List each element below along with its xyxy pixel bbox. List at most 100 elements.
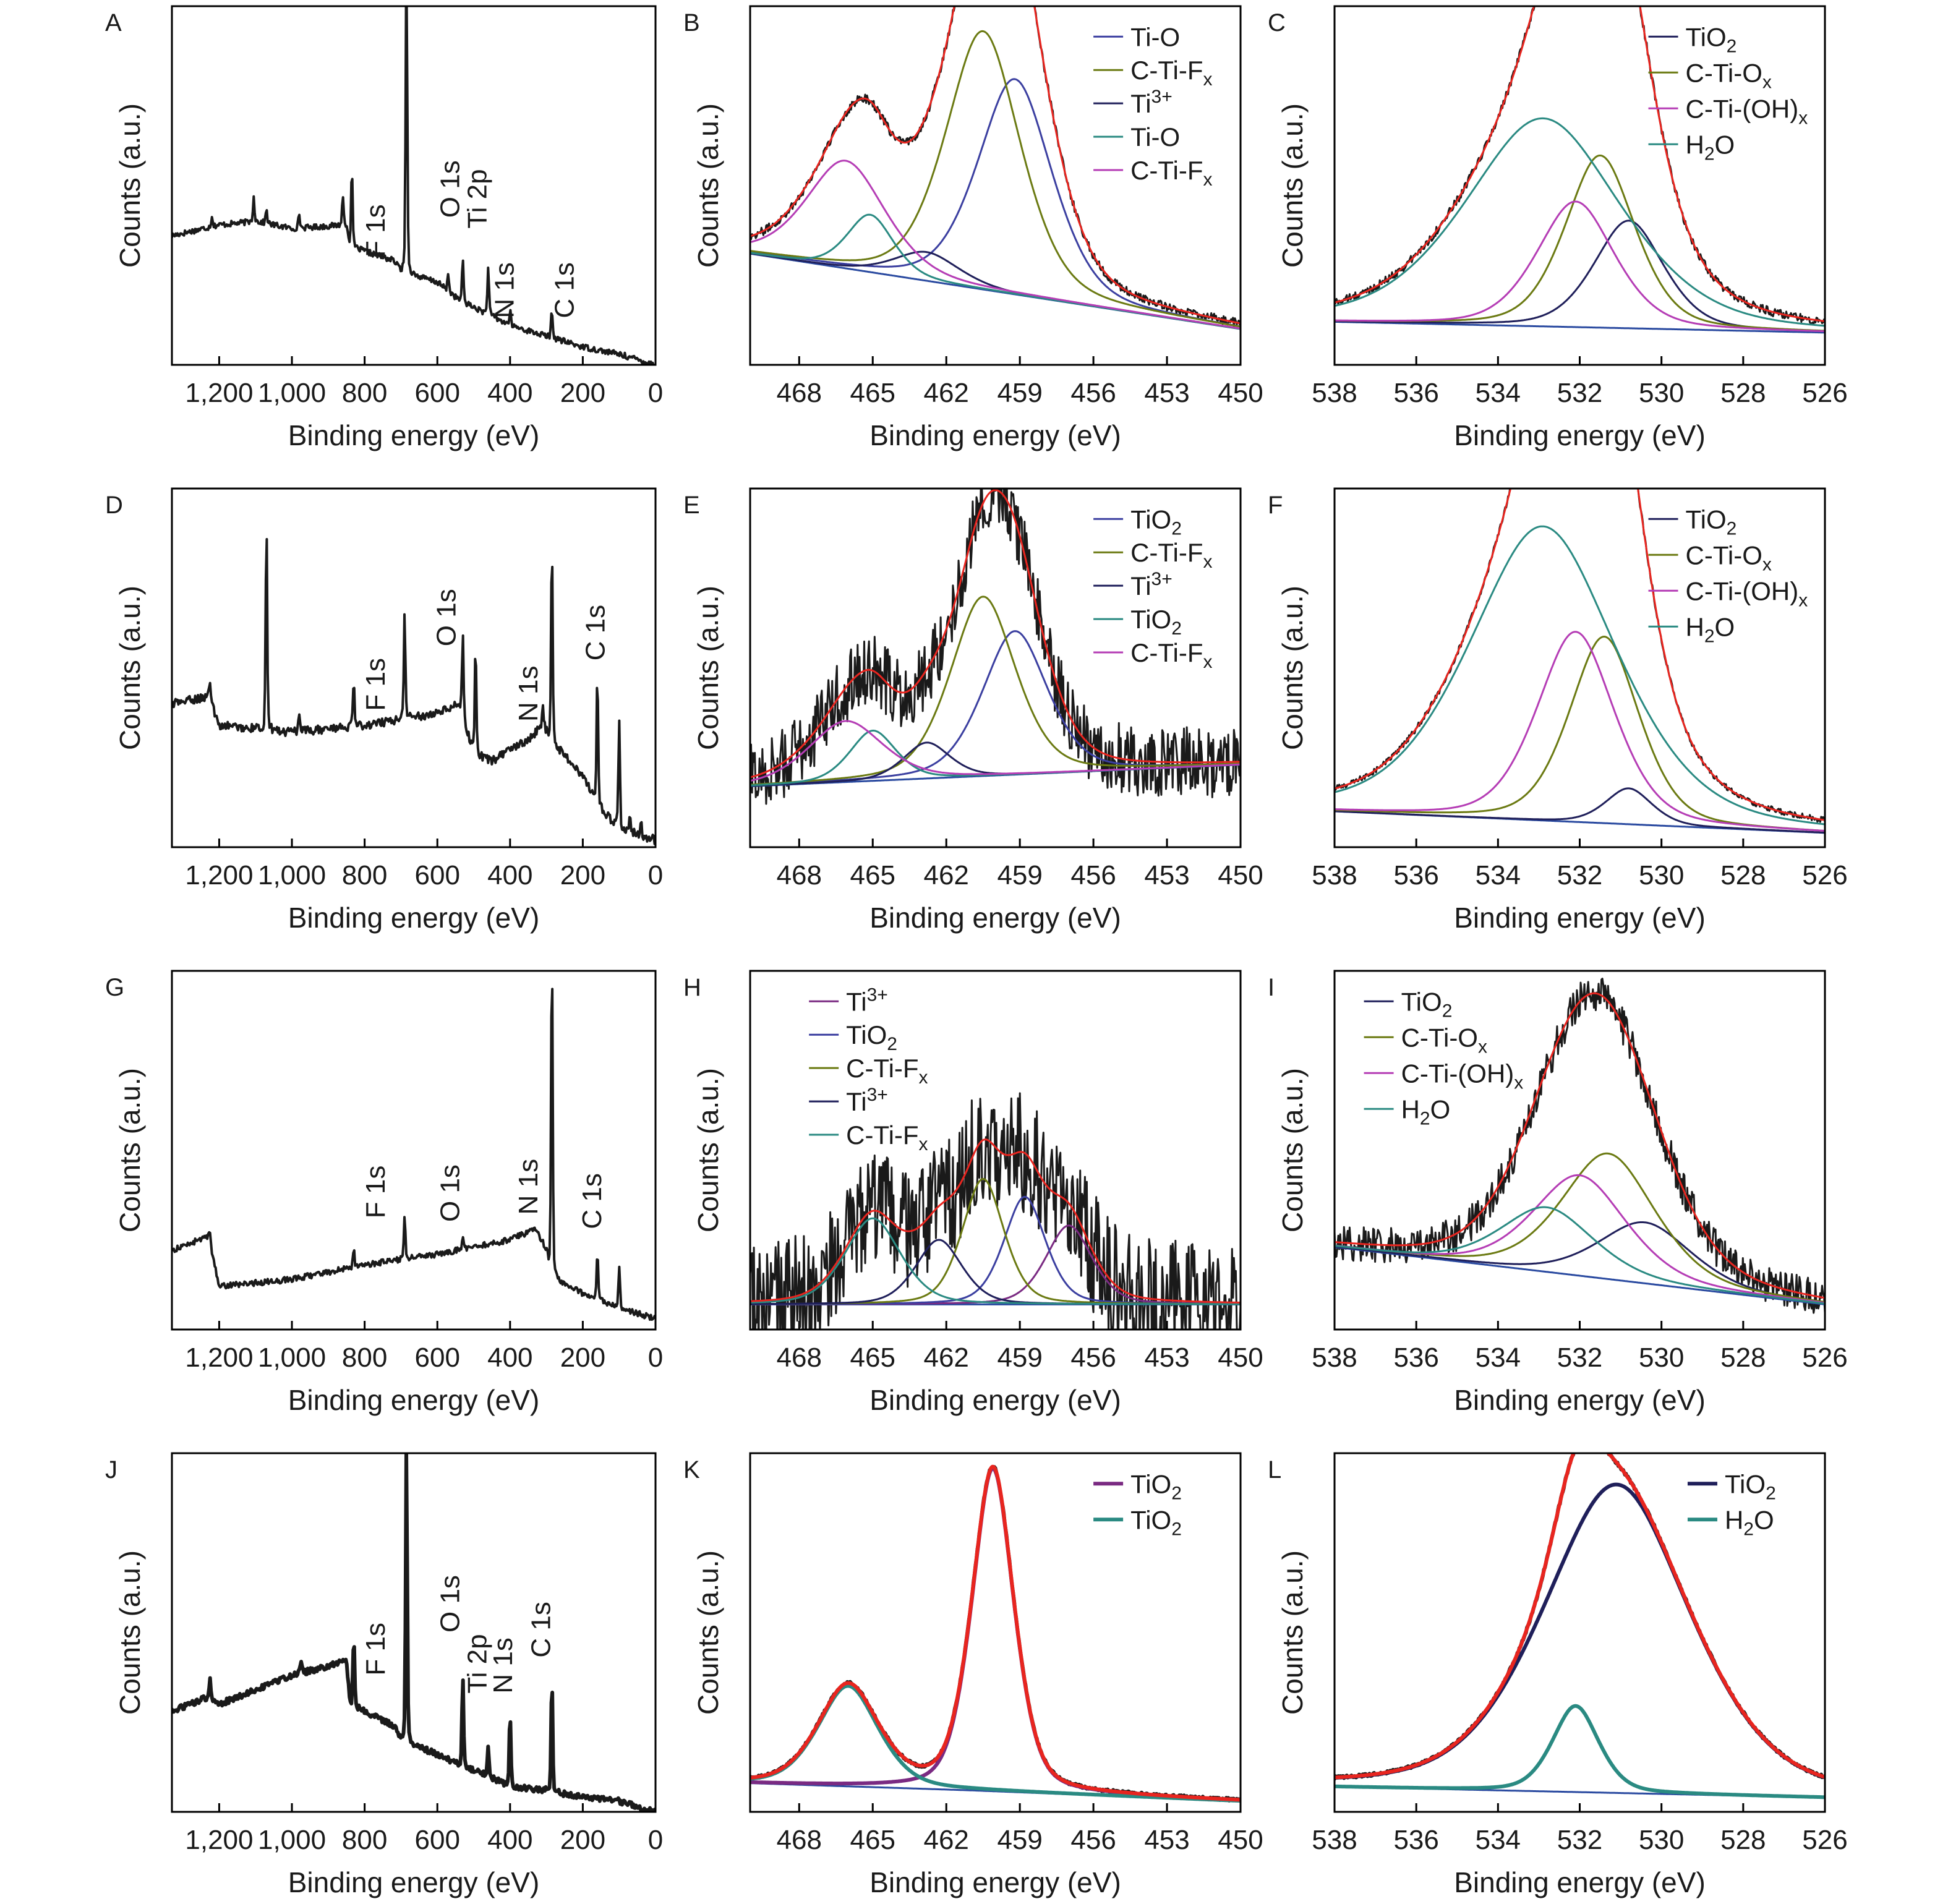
legend-label: C-Ti-Fx​: [846, 1054, 928, 1088]
plot-area: [1335, 6, 1825, 334]
panel-F: F Counts (a.u.) Binding energy (eV) 538 536 5…: [1268, 487, 1848, 934]
x-tick-label: 600: [415, 1825, 460, 1855]
legend: Ti3+​TiO2​C-Ti-Fx​Ti3+​C-Ti-Fx​: [809, 984, 928, 1155]
peak-label: N 1s: [490, 262, 520, 318]
fit-component: [750, 30, 1241, 328]
x-axis-title: Binding energy (eV): [1454, 1866, 1706, 1898]
plot-area: [1335, 489, 1825, 834]
x-tick-label: 800: [342, 1343, 387, 1373]
legend-label: Ti-O: [1130, 122, 1180, 152]
plot-area: [172, 538, 656, 845]
x-tick-label: 600: [415, 378, 460, 408]
x-axis-title: Binding energy (eV): [1454, 419, 1706, 451]
plot-frame: [749, 5, 1242, 366]
legend-label: TiO2​: [1686, 22, 1737, 56]
plot-area: [172, 988, 656, 1321]
fit-envelope: [1335, 6, 1825, 322]
peak-label: C 1s: [581, 605, 611, 660]
x-tick-label: 1,000: [258, 378, 326, 408]
x-tick-label: 1,200: [185, 860, 253, 890]
panel-letter: L: [1268, 1456, 1281, 1483]
x-tick-label: 0: [648, 378, 663, 408]
x-tick-label: 1,000: [258, 1825, 326, 1855]
x-tick-label: 465: [850, 1825, 895, 1855]
fit-component: [750, 78, 1241, 328]
raw-spectrum: [1335, 6, 1825, 325]
raw-spectrum: [1335, 489, 1825, 823]
peak-label: O 1s: [435, 160, 465, 218]
x-tick-label: 462: [923, 378, 968, 408]
x-tick-label: 400: [487, 1343, 532, 1373]
fit-component: [1335, 200, 1825, 333]
x-tick-label: 532: [1557, 378, 1602, 408]
panel-letter: K: [683, 1456, 700, 1483]
x-tick-label: 465: [850, 378, 895, 408]
x-tick-label: 538: [1312, 1343, 1357, 1373]
x-tick-label: 468: [777, 1825, 822, 1855]
x-tick-label: 800: [342, 860, 387, 890]
background-line: [1335, 1246, 1825, 1305]
x-tick-label: 532: [1557, 1825, 1602, 1855]
x-tick-label: 0: [648, 1343, 663, 1373]
peak-label: N 1s: [513, 666, 544, 722]
legend-label: C-Ti-Fx​: [1130, 56, 1212, 90]
plot-frame: [749, 487, 1242, 848]
panel-letter: F: [1268, 492, 1283, 519]
legend-label: Ti3+​: [846, 1085, 888, 1116]
background-line: [1335, 320, 1825, 334]
peak-label: N 1s: [488, 1637, 518, 1693]
legend-label: Ti-O: [1130, 22, 1180, 51]
x-tick-label: 534: [1476, 1825, 1521, 1855]
peak-label: F 1s: [361, 658, 391, 711]
survey-spectrum: [172, 988, 656, 1321]
panel-J: J Counts (a.u.) Binding energy (eV) 1,200 1,…: [105, 1452, 663, 1898]
legend-label: Ti3+​: [1130, 87, 1173, 118]
x-tick-label: 600: [415, 1343, 460, 1373]
panel-letter: G: [105, 974, 124, 1001]
fit-envelope: [750, 6, 1241, 325]
peak-label: F 1s: [361, 204, 391, 257]
x-tick-label: 400: [487, 378, 532, 408]
x-tick-label: 450: [1218, 1825, 1263, 1855]
legend-label: C-Ti-Ox​: [1686, 540, 1772, 574]
legend-label: C-Ti-Ox​: [1401, 1023, 1487, 1057]
plot-area: [750, 1464, 1241, 1803]
x-tick-label: 526: [1802, 1343, 1847, 1373]
x-axis-title: Binding energy (eV): [288, 419, 540, 451]
x-tick-label: 534: [1476, 860, 1521, 890]
legend-label: TiO2​: [1130, 505, 1182, 539]
x-tick-label: 1,200: [185, 1343, 253, 1373]
plot-area: [750, 6, 1241, 330]
x-tick-label: 0: [648, 1825, 663, 1855]
y-axis-title: Counts (a.u.): [114, 586, 146, 750]
peak-label: O 1s: [435, 1164, 465, 1222]
y-axis-title: Counts (a.u.): [114, 1068, 146, 1232]
legend-label: TiO2​: [1130, 1505, 1182, 1539]
y-axis-title: Counts (a.u.): [692, 586, 724, 750]
y-axis-title: Counts (a.u.): [1276, 1550, 1309, 1715]
x-tick-label: 465: [850, 860, 895, 890]
legend-label: C-Ti-Fx​: [846, 1121, 928, 1155]
y-axis-title: Counts (a.u.): [692, 1550, 724, 1715]
y-axis-title: Counts (a.u.): [114, 1550, 146, 1715]
panel-H: H Counts (a.u.) Binding energy (eV) 468 465 4…: [683, 970, 1263, 1416]
plot-area: [1335, 978, 1825, 1314]
x-tick-label: 536: [1393, 378, 1438, 408]
x-tick-label: 462: [923, 1825, 968, 1855]
x-tick-label: 530: [1639, 1825, 1684, 1855]
y-axis-title: Counts (a.u.): [114, 103, 146, 268]
panel-A: A Counts (a.u.) Binding energy (eV) 1,200 1,…: [105, 5, 663, 451]
plot-frame: [1333, 970, 1826, 1331]
legend: TiO2​H2​O: [1687, 1469, 1776, 1539]
fit-component: [750, 596, 1241, 786]
plot-frame: [1333, 1452, 1826, 1813]
peak-label: C 1s: [550, 262, 580, 318]
x-tick-label: 0: [648, 860, 663, 890]
x-tick-label: 600: [415, 860, 460, 890]
panel-letter: E: [683, 492, 700, 519]
x-tick-label: 534: [1476, 378, 1521, 408]
plot-frame: [749, 1452, 1242, 1813]
legend-label: Ti3+​: [1130, 569, 1173, 600]
panel-letter: A: [105, 9, 122, 36]
x-tick-label: 462: [923, 1343, 968, 1373]
